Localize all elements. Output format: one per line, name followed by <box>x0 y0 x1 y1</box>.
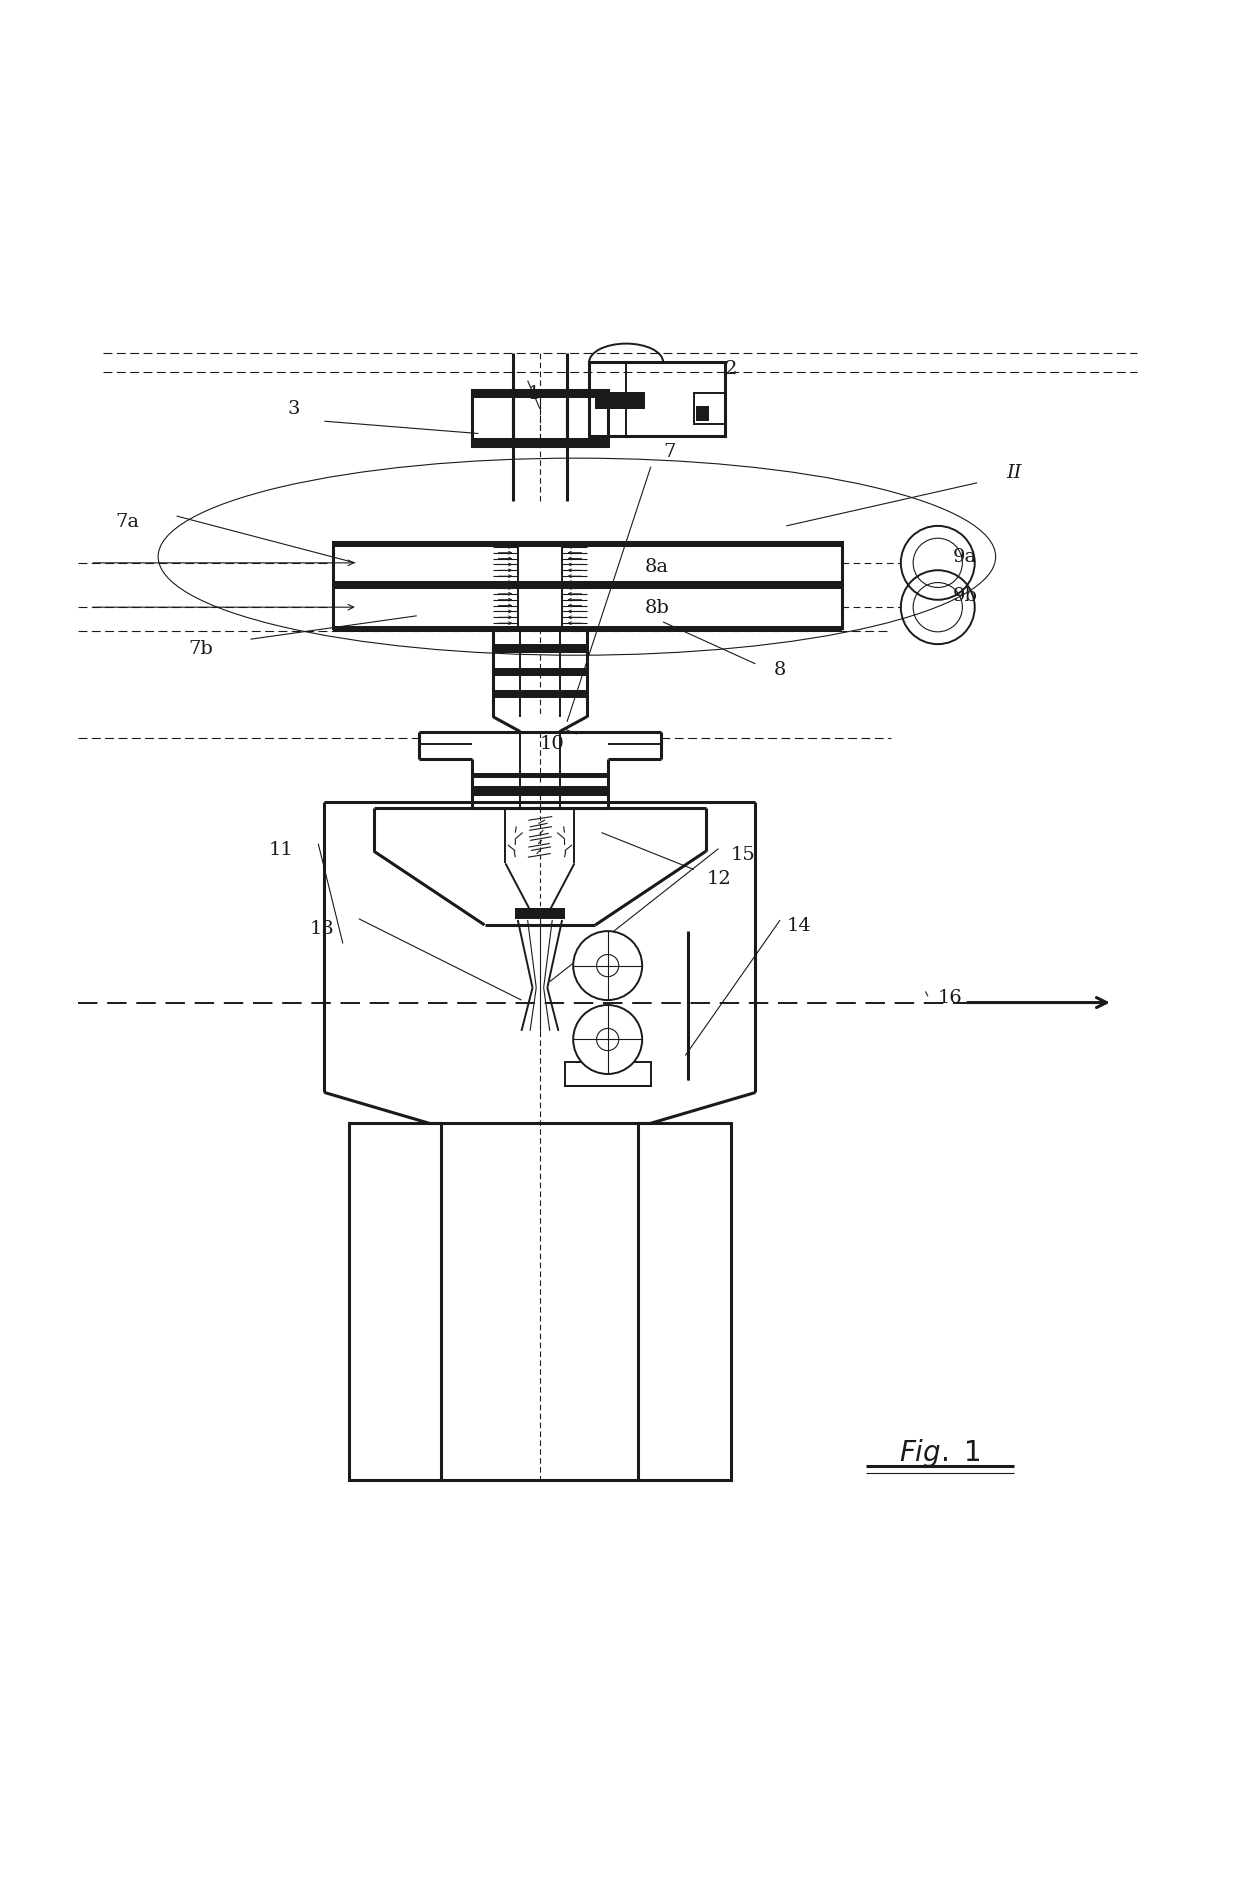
Text: 2: 2 <box>724 360 737 379</box>
Text: 16: 16 <box>937 989 962 1006</box>
Circle shape <box>573 931 642 1000</box>
Text: 14: 14 <box>786 918 811 935</box>
Bar <box>334 542 842 586</box>
Text: 15: 15 <box>730 847 755 863</box>
Bar <box>494 644 587 653</box>
Circle shape <box>573 1004 642 1074</box>
Text: II: II <box>1007 464 1022 482</box>
Text: 7b: 7b <box>188 640 213 659</box>
Text: 8b: 8b <box>645 599 670 618</box>
Bar <box>472 786 608 796</box>
Text: 8a: 8a <box>645 557 668 576</box>
Text: 3: 3 <box>288 400 300 419</box>
Text: $\mathit{Fig.\ 1}$: $\mathit{Fig.\ 1}$ <box>899 1438 981 1470</box>
Text: 9b: 9b <box>952 588 977 604</box>
Bar <box>564 1062 651 1087</box>
Bar <box>472 390 608 398</box>
Bar <box>334 541 842 546</box>
Bar <box>334 586 842 629</box>
Text: 13: 13 <box>310 920 335 938</box>
Text: 1: 1 <box>527 385 539 404</box>
Text: 9a: 9a <box>952 548 977 565</box>
Bar <box>595 392 645 409</box>
Text: 8: 8 <box>774 661 786 679</box>
Bar <box>494 668 587 676</box>
Bar <box>697 407 709 420</box>
Bar <box>589 362 724 435</box>
Bar <box>348 1122 730 1481</box>
Text: 7: 7 <box>663 443 676 462</box>
Bar <box>494 689 587 698</box>
Bar <box>516 908 564 918</box>
Text: 10: 10 <box>539 736 564 753</box>
Bar <box>472 390 608 447</box>
Bar <box>472 439 608 447</box>
Text: 7a: 7a <box>115 512 139 531</box>
Bar <box>334 582 842 589</box>
Text: 12: 12 <box>706 871 730 888</box>
Bar <box>694 392 724 424</box>
Bar <box>334 625 842 633</box>
Text: 11: 11 <box>269 841 294 860</box>
Bar <box>472 773 608 779</box>
